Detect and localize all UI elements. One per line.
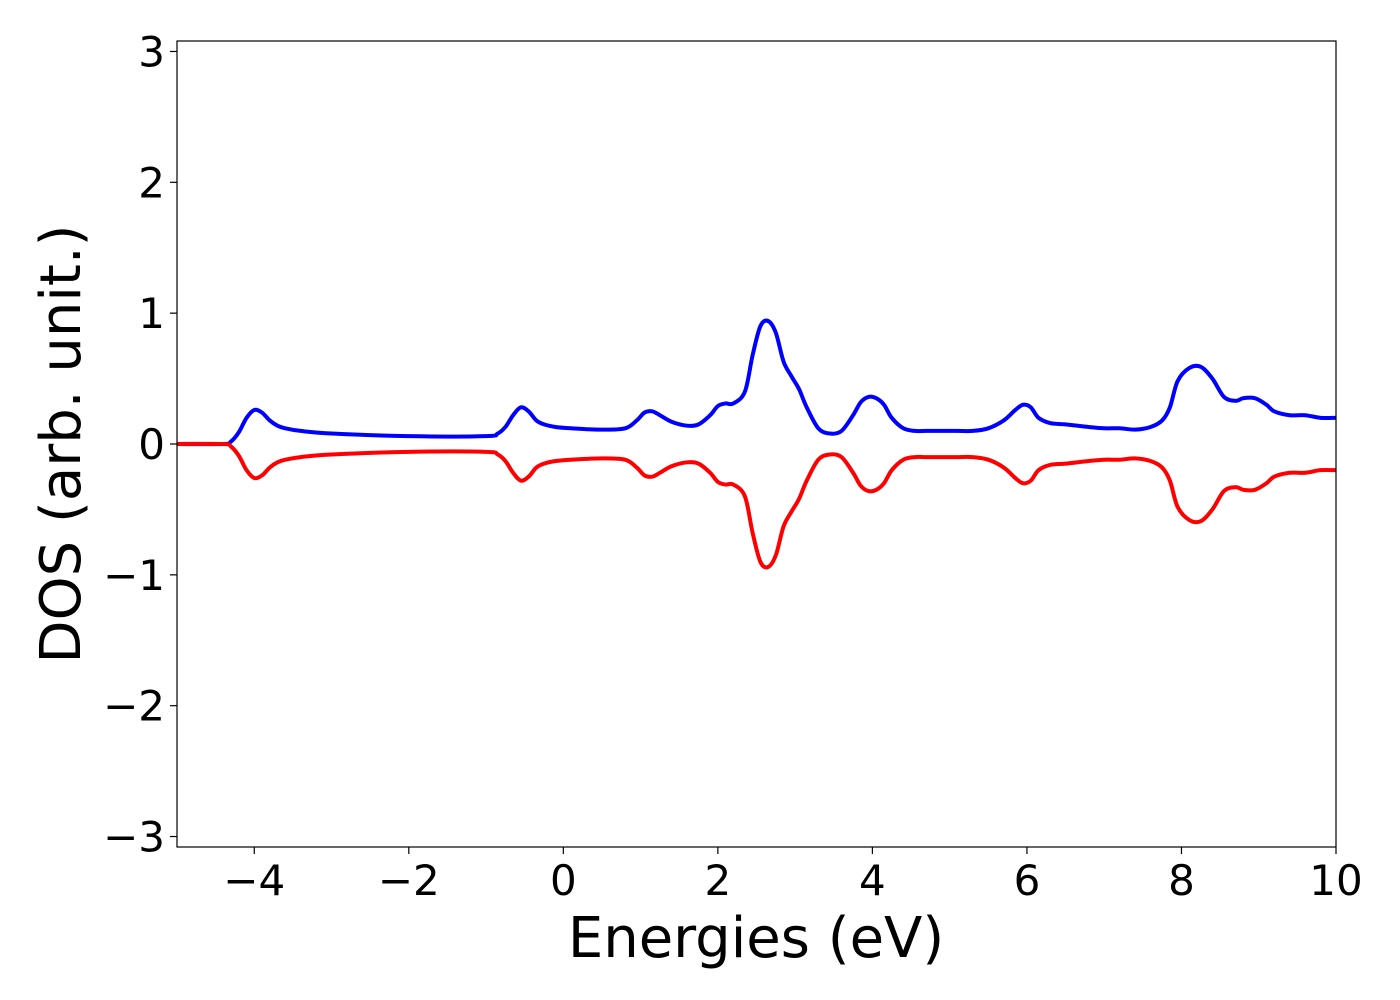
- x-axis-label: Energies (eV): [568, 906, 944, 971]
- y-tick-label: 3: [138, 27, 165, 76]
- x-tick-label: −4: [223, 856, 285, 905]
- y-tick-label: −2: [103, 682, 165, 731]
- x-tick-label: 4: [859, 856, 886, 905]
- y-axis-label: DOS (arb. unit.): [29, 224, 94, 663]
- series-line-spin-up: [177, 318, 1336, 447]
- x-tick-label: 10: [1309, 856, 1362, 905]
- y-tick-label: −3: [103, 813, 165, 862]
- x-tick-label: −2: [378, 856, 440, 905]
- series-line-spin-down: [177, 441, 1336, 570]
- x-tick-label: 6: [1014, 856, 1041, 905]
- y-tick-label: 0: [138, 420, 165, 469]
- x-tick-label: 0: [550, 856, 577, 905]
- y-tick-label: −1: [103, 551, 165, 600]
- y-tick-label: 2: [138, 158, 165, 207]
- series-layer: [177, 318, 1336, 570]
- x-tick-label: 2: [704, 856, 731, 905]
- y-tick-label: 1: [138, 289, 165, 338]
- plot-frame: [176, 40, 1337, 848]
- x-tick-label: 8: [1168, 856, 1195, 905]
- y-axis-ticks: −3 −2 −1 0 1 2 3: [103, 27, 177, 862]
- x-axis-ticks: −4 −2 0 2 4 6 8 10: [223, 847, 1363, 905]
